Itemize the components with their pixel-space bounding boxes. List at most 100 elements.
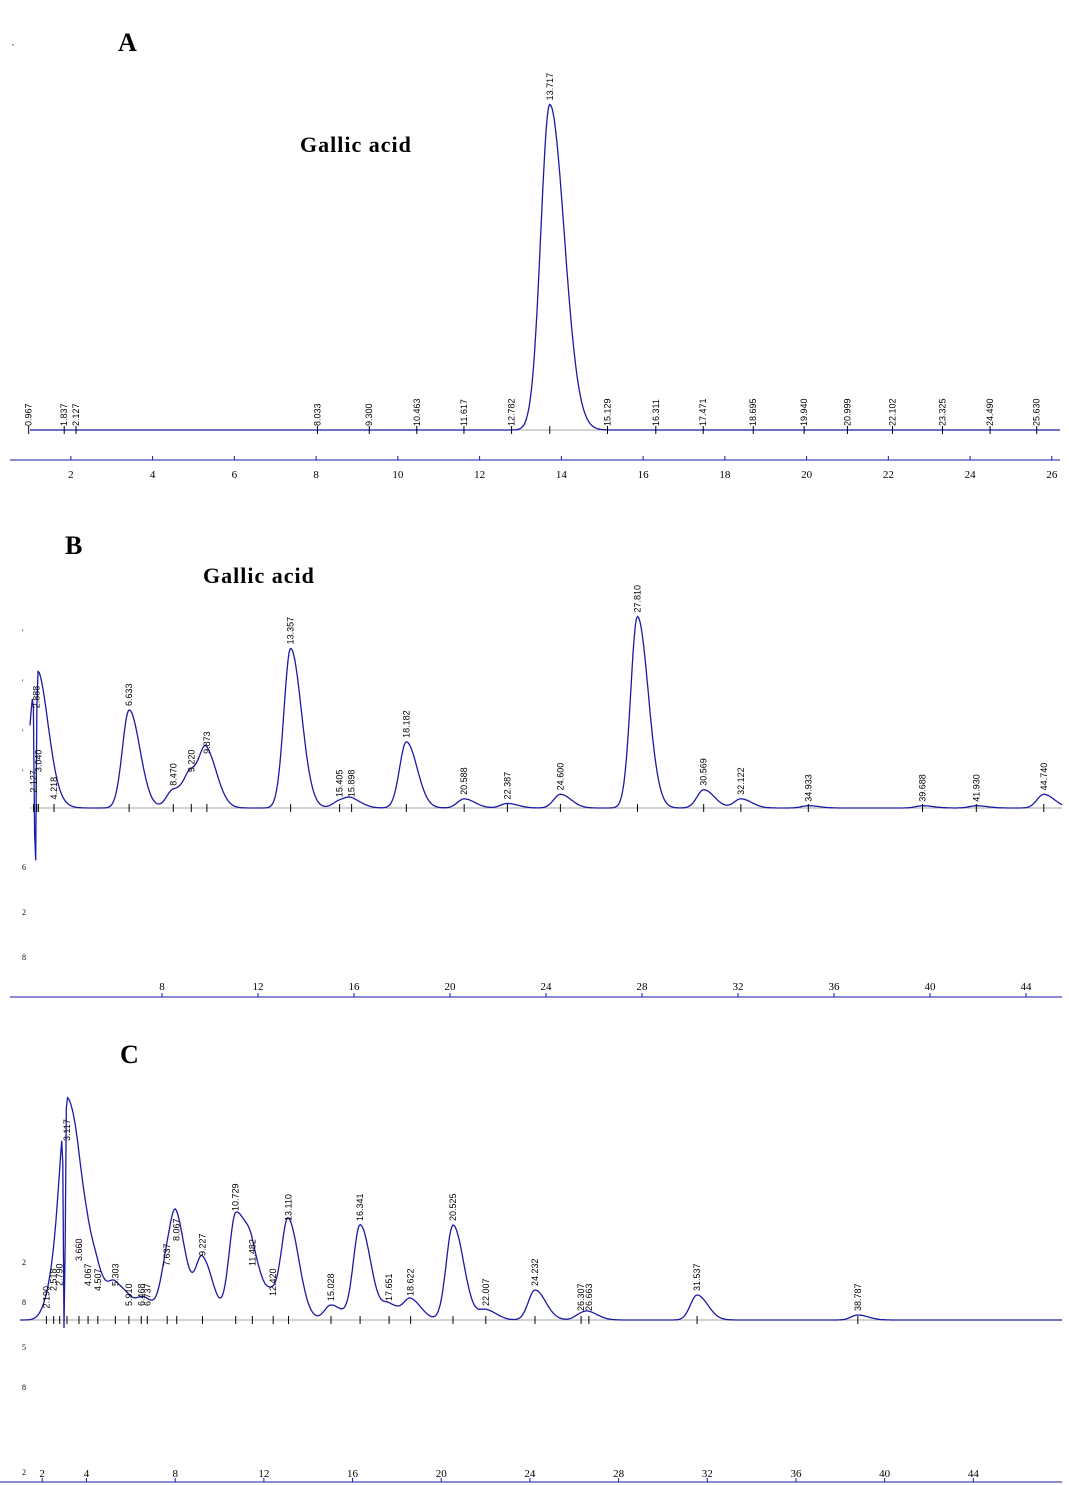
x-tick-label: 16 bbox=[349, 981, 361, 993]
x-tick-label: 8 bbox=[159, 981, 165, 993]
peak-rt-label: 3.660 bbox=[74, 1238, 84, 1261]
peak-rt-label: 26.663 bbox=[584, 1283, 594, 1311]
peak-rt-label: 22.102 bbox=[888, 398, 898, 426]
x-tick-label: 36 bbox=[829, 981, 841, 993]
y-axis-stray-label: 8 bbox=[22, 1298, 26, 1307]
y-axis-stray-label: 2 bbox=[22, 908, 26, 917]
peak-rt-label: 18.622 bbox=[406, 1268, 416, 1296]
x-tick-label: 20 bbox=[445, 981, 457, 993]
y-axis-stray-label: 2 bbox=[22, 1258, 26, 1267]
y-axis-stray-label: 2 bbox=[22, 1468, 26, 1477]
plot-a: 0.967 1.837 2.127 8.033 9.300 10.463 11.617 12.… bbox=[10, 38, 1060, 481]
peak-rt-label: 12.782 bbox=[507, 398, 517, 426]
peak-rt-label: 8.033 bbox=[312, 403, 322, 426]
peak-rt-label: 16.311 bbox=[651, 399, 661, 426]
peak-rt-label: 20.999 bbox=[842, 398, 852, 426]
peak-rt-label: 41.930 bbox=[971, 774, 981, 802]
x-tick-label: 32 bbox=[702, 1468, 713, 1480]
peak-rt-label: 6.737 bbox=[142, 1283, 152, 1306]
x-tick-label: 16 bbox=[638, 469, 650, 481]
peak-rt-label: 18.182 bbox=[401, 710, 411, 738]
peak-rt-label: 13.357 bbox=[286, 617, 296, 645]
peak-rt-label: 8.067 bbox=[172, 1218, 182, 1241]
x-tick-label: 2 bbox=[68, 469, 74, 481]
y-axis-stray-label: ' bbox=[22, 628, 24, 637]
y-axis-stray-label: ' bbox=[22, 728, 24, 737]
x-tick-label: 44 bbox=[968, 1468, 980, 1480]
peak-rt-label: 24.600 bbox=[555, 763, 565, 791]
peak-rt-label: 2.127 bbox=[71, 403, 81, 426]
y-axis-stray-label: ' bbox=[22, 768, 24, 777]
peak-rt-label: 17.651 bbox=[384, 1273, 394, 1301]
peak-rt-label: 23.325 bbox=[937, 398, 947, 426]
x-tick-label: 12 bbox=[253, 981, 264, 993]
x-tick-label: 8 bbox=[172, 1468, 178, 1480]
x-tick-label: 18 bbox=[719, 469, 731, 481]
peak-rt-label: 2.518 bbox=[49, 1268, 59, 1291]
x-tick-label: 26 bbox=[1046, 469, 1058, 481]
peak-rt-label: 30.569 bbox=[699, 758, 709, 786]
peak-rt-label: 15.129 bbox=[602, 398, 612, 426]
x-tick-label: 32 bbox=[733, 981, 744, 993]
x-tick-label: 28 bbox=[613, 1468, 625, 1480]
peak-rt-label: 20.525 bbox=[448, 1193, 458, 1221]
peak-rt-label: 0.967 bbox=[24, 403, 34, 426]
x-tick-label: 2 bbox=[39, 1468, 45, 1480]
x-tick-label: 12 bbox=[474, 469, 485, 481]
peak-rt-label: 24.490 bbox=[985, 398, 995, 426]
panel-letter-b: B bbox=[65, 531, 83, 560]
y-axis-stray-label: 6 bbox=[22, 863, 26, 872]
y-axis-stray-label: 5 bbox=[22, 1343, 26, 1352]
panel-letter-a: A bbox=[118, 28, 137, 57]
peak-rt-label: 9.873 bbox=[202, 731, 212, 754]
chromatogram-trace-b bbox=[29, 615, 1063, 861]
x-tick-label: 28 bbox=[637, 981, 649, 993]
peak-rt-label: 18.695 bbox=[748, 398, 758, 426]
x-tick-label: 20 bbox=[436, 1468, 448, 1480]
peak-rt-label: 4.067 bbox=[83, 1263, 93, 1286]
peak-rt-label: 15.405 bbox=[335, 770, 345, 798]
peak-rt-label: 9.227 bbox=[197, 1233, 207, 1256]
chromatogram-c: C 2.190 2.518 2.790 3.117 3.660 4.067 4.507 5.3… bbox=[0, 1030, 1069, 1485]
peak-rt-label: 2.190 bbox=[41, 1286, 51, 1309]
x-tick-label: 4 bbox=[84, 1468, 90, 1480]
y-axis-stray-label: , bbox=[12, 38, 14, 47]
x-tick-label: 44 bbox=[1021, 981, 1033, 993]
peak-rt-label: 2.127 bbox=[29, 770, 39, 793]
peak-rt-label: 4.218 bbox=[49, 777, 59, 800]
peak-rt-label: 2.888 bbox=[32, 686, 42, 709]
peak-rt-label: 32.122 bbox=[736, 767, 746, 795]
peak-rt-label: 6.468 bbox=[136, 1283, 146, 1306]
peak-rt-label: 3.040 bbox=[33, 750, 43, 773]
peak-rt-label: 15.028 bbox=[326, 1273, 336, 1301]
peak-rt-label: 10.463 bbox=[412, 398, 422, 426]
peak-rt-label: 11.617 bbox=[459, 399, 469, 426]
y-axis-stray-label: ' bbox=[22, 678, 24, 687]
peak-rt-label: 34.933 bbox=[803, 774, 813, 802]
peak-rt-label: 39.688 bbox=[918, 774, 928, 802]
x-tick-label: 20 bbox=[801, 469, 813, 481]
chromatogram-trace-c bbox=[20, 1096, 1062, 1329]
peak-rt-label: 9.220 bbox=[186, 750, 196, 773]
peak-rt-label: 10.729 bbox=[231, 1183, 241, 1211]
peak-rt-label: 4.507 bbox=[93, 1268, 103, 1291]
peak-rt-label: 22.387 bbox=[502, 772, 512, 800]
x-tick-label: 16 bbox=[347, 1468, 359, 1480]
x-tick-label: 22 bbox=[883, 469, 894, 481]
chromatogram-trace-a bbox=[30, 103, 1060, 431]
peak-rt-label: 25.630 bbox=[1032, 398, 1042, 426]
peak-rt-label: 2.790 bbox=[55, 1263, 65, 1286]
peak-rt-label: 13.717 bbox=[545, 73, 555, 101]
x-tick-label: 8 bbox=[313, 469, 319, 481]
peak-annotation-b: Gallic acid bbox=[203, 563, 315, 588]
peak-rt-label: 15.898 bbox=[347, 770, 357, 798]
peak-rt-label: 17.471 bbox=[698, 398, 708, 426]
x-tick-label: 12 bbox=[258, 1468, 269, 1480]
x-tick-label: 40 bbox=[879, 1468, 891, 1480]
peak-rt-label: 13.110 bbox=[283, 1194, 293, 1221]
x-tick-label: 24 bbox=[524, 1468, 536, 1480]
peak-rt-label: 27.810 bbox=[632, 585, 642, 613]
peak-rt-label: 31.537 bbox=[692, 1263, 702, 1291]
peak-rt-label: 22.007 bbox=[481, 1278, 491, 1306]
